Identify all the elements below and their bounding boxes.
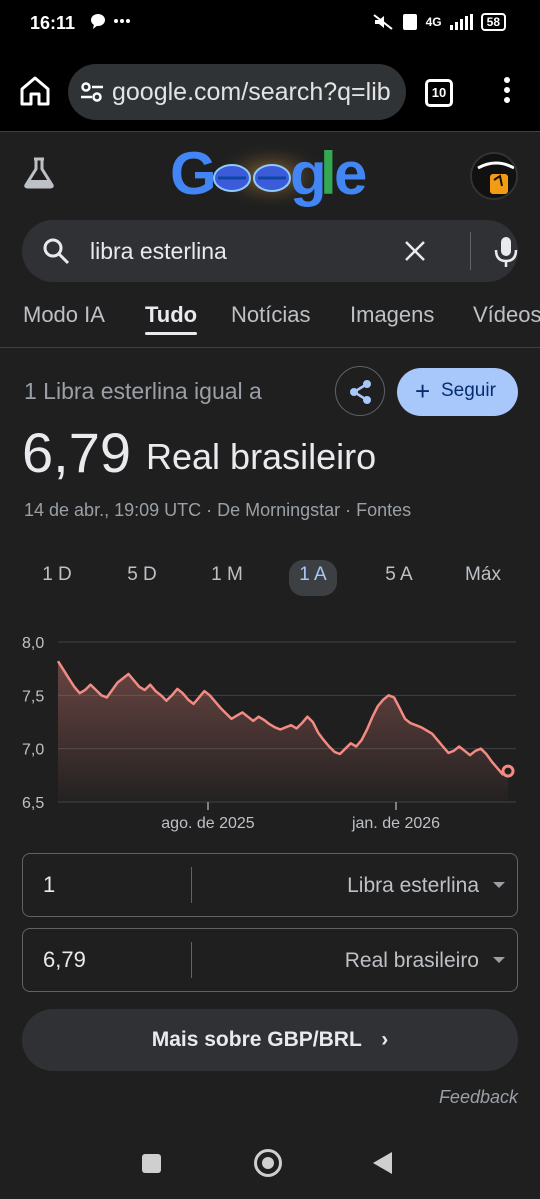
tab-switcher-button[interactable]: 10: [425, 79, 453, 107]
source-meta: 14 de abr., 19:09 UTC · De Morningstar ·…: [24, 500, 412, 520]
tab-modo-ia[interactable]: Modo IA: [23, 302, 105, 327]
y-tick-label: 7,0: [22, 742, 44, 759]
recents-icon[interactable]: [142, 1154, 161, 1173]
battery-indicator: 58: [480, 13, 506, 31]
y-tick-label: 6,5: [22, 795, 44, 812]
tab-imagens[interactable]: Imagens: [350, 302, 435, 327]
range-1m[interactable]: 1 M: [211, 564, 243, 585]
system-nav-bar: [0, 1130, 540, 1199]
tab-noticias[interactable]: Notícias: [231, 302, 311, 327]
share-icon: [350, 380, 371, 404]
follow-label: Seguir: [441, 380, 496, 401]
mute-icon: [373, 14, 393, 30]
exchange-rate-value: 6,79: [22, 421, 131, 484]
x-tick-label: ago. de 2025: [161, 815, 255, 832]
range-1d[interactable]: 1 D: [42, 564, 72, 585]
svg-text:l: l: [320, 140, 335, 207]
more-about-label: Mais sobre GBP/BRL: [151, 1028, 362, 1051]
x-tick-label: jan. de 2026: [351, 815, 440, 832]
microphone-icon[interactable]: [493, 236, 519, 268]
status-time: 16:11: [30, 13, 76, 33]
url-text[interactable]: google.com/search?q=lib: [112, 78, 391, 106]
range-5a[interactable]: 5 A: [385, 564, 413, 585]
follow-button[interactable]: + Seguir: [397, 368, 518, 416]
chart-series-line: [56, 660, 509, 776]
more-options-icon[interactable]: [497, 77, 517, 107]
more-about-link[interactable]: Mais sobre GBP/BRL ›: [22, 1009, 518, 1071]
avatar-image: [472, 154, 516, 198]
site-settings-icon[interactable]: [80, 81, 104, 103]
tab-tudo[interactable]: Tudo: [145, 302, 198, 327]
labs-flask-icon[interactable]: [22, 156, 56, 190]
from-currency-select[interactable]: Libra esterlina: [347, 874, 479, 897]
home-icon[interactable]: [18, 74, 52, 108]
chevron-down-icon[interactable]: [493, 882, 505, 888]
y-tick-label: 8,0: [22, 635, 44, 652]
y-tick-label: 7,5: [22, 688, 44, 705]
converter-divider: [191, 942, 192, 978]
chat-bubble-icon: [91, 14, 130, 29]
range-5d[interactable]: 5 D: [127, 564, 157, 585]
search-icon[interactable]: [42, 237, 70, 265]
search-divider: [470, 232, 471, 270]
target-currency: Real brasileiro: [146, 436, 377, 477]
home-circle-icon[interactable]: [254, 1149, 282, 1177]
to-currency-select[interactable]: Real brasileiro: [344, 949, 479, 972]
search-tabs: Modo IA Tudo Notícias Imagens Vídeos: [0, 298, 540, 348]
back-icon[interactable]: [373, 1152, 392, 1174]
notification-icons: [90, 12, 136, 35]
share-button[interactable]: [335, 366, 385, 416]
from-amount-input[interactable]: 1: [43, 872, 56, 897]
clear-icon[interactable]: [402, 238, 428, 264]
converter-from[interactable]: 1 Libra esterlina: [22, 853, 518, 917]
chart-area-fill: [58, 661, 508, 802]
system-icons: 4G 58: [372, 13, 506, 31]
tab-videos[interactable]: Vídeos: [473, 302, 540, 327]
to-amount-input[interactable]: 6,79: [43, 947, 86, 972]
plus-icon: +: [415, 376, 431, 406]
chevron-right-icon: ›: [381, 1028, 389, 1051]
svg-text:G: G: [170, 140, 215, 207]
chart-current-point: [501, 764, 515, 778]
converter-to[interactable]: 6,79 Real brasileiro: [22, 928, 518, 992]
address-bar[interactable]: google.com/search?q=lib: [68, 64, 406, 120]
network-type: 4G: [425, 15, 442, 29]
signal-icon: [449, 14, 473, 30]
account-avatar[interactable]: [470, 152, 518, 200]
chevron-down-icon[interactable]: [493, 957, 505, 963]
search-box[interactable]: libra esterlina: [22, 220, 518, 282]
conversion-label: 1 Libra esterlina igual a: [24, 378, 262, 404]
google-doodle-logo[interactable]: G g l e: [168, 138, 374, 210]
exchange-rate-chart[interactable]: 8,0 7,5 7,0 6,5 ago. de 2025 jan. de 2026: [0, 620, 540, 840]
volte-icon: [402, 14, 417, 30]
range-1a[interactable]: 1 A: [289, 560, 337, 596]
svg-text:g: g: [290, 140, 325, 207]
range-max[interactable]: Máx: [465, 564, 501, 585]
feedback-link[interactable]: Feedback: [438, 1087, 518, 1107]
search-input[interactable]: libra esterlina: [90, 238, 227, 264]
status-bar: 16:11 4G 58: [0, 0, 540, 48]
active-tab-indicator: [145, 332, 197, 335]
converter-divider: [191, 867, 192, 903]
browser-toolbar: google.com/search?q=lib 10: [0, 48, 540, 132]
svg-text:e: e: [334, 140, 366, 207]
